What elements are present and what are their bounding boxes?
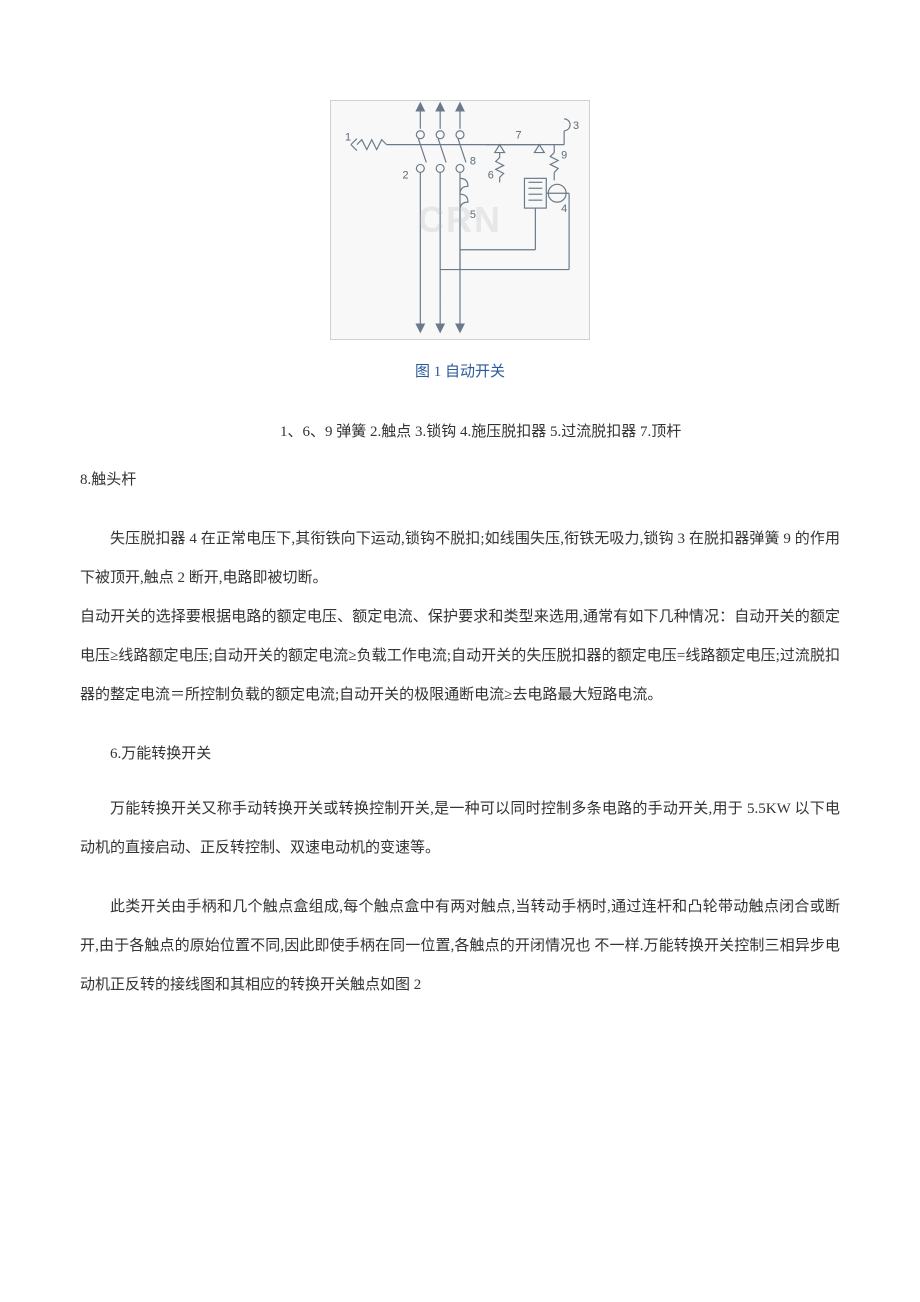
diagram-label-7: 7 (516, 130, 522, 142)
diagram-label-4: 4 (561, 203, 567, 215)
legend-line-2: 8.触头杆 (80, 461, 840, 500)
paragraph-switch-intro: 万能转换开关又称手动转换开关或转换控制开关,是一种可以同时控制多条电路的手动开关… (80, 790, 840, 868)
diagram-label-8: 8 (470, 155, 476, 167)
diagram-label-9: 9 (561, 150, 567, 162)
diagram-label-2: 2 (402, 169, 408, 181)
figure-container: CRN (80, 100, 840, 340)
figure-caption: 图 1 自动开关 (80, 360, 840, 381)
diagram-label-6: 6 (488, 169, 494, 181)
paragraph-switch-detail: 此类开关由手柄和几个触点盒组成,每个触点盒中有两对触点,当转动手柄时,通过连杆和… (80, 888, 840, 1005)
paragraph-breaker-description: 失压脱扣器 4 在正常电压下,其衔铁向下运动,锁钩不脱扣;如线围失压,衔铁无吸力… (80, 520, 840, 598)
diagram-label-5: 5 (470, 209, 476, 221)
circuit-diagram: CRN (330, 100, 590, 340)
section-heading: 6.万能转换开关 (80, 735, 840, 774)
figure-legend: 1、6、9 弹簧 2.触点 3.锁钩 4.施压脱扣器 5.过流脱扣器 7.顶杆 (80, 411, 840, 453)
legend-line-1: 1、6、9 弹簧 2.触点 3.锁钩 4.施压脱扣器 5.过流脱扣器 7.顶杆 (280, 424, 681, 440)
circuit-svg: 1 2 3 4 5 6 7 8 9 (331, 101, 589, 339)
paragraph-selection: 自动开关的选择要根据电路的额定电压、额定电流、保护要求和类型来选用,通常有如下几… (80, 598, 840, 715)
diagram-label-1: 1 (345, 132, 351, 144)
diagram-label-3: 3 (573, 120, 579, 132)
